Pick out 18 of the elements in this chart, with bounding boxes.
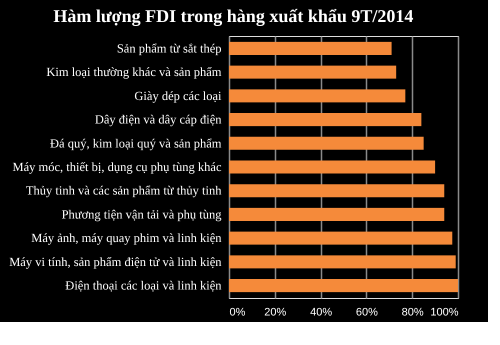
x-tick-label: 60%: [356, 306, 378, 318]
y-tick-label: Máy móc, thiết bị, dụng cụ phụ tùng khác: [12, 160, 222, 174]
x-tick-label: 0%: [230, 306, 246, 318]
x-tick-label: 100%: [430, 306, 459, 318]
x-tick-label: 20%: [264, 306, 287, 318]
y-tick-label: Giày dép các loại: [134, 88, 222, 103]
y-tick-label: Máy ảnh, máy quay phim và linh kiện: [31, 231, 222, 246]
y-tick-label: Sản phẩm từ sắt thép: [116, 41, 222, 56]
y-tick-label: Điện thoại các loại và linh kiện: [65, 278, 222, 293]
x-tick-label: 40%: [310, 306, 332, 318]
y-tick-label: Thủy tinh và các sản phẩm từ thủy tinh: [26, 184, 222, 198]
y-tick-label: Đá quý, kim loại quý và sản phẩm: [50, 136, 222, 150]
y-tick-label: Phương tiện vận tải và phụ tùng: [62, 207, 222, 222]
y-tick-label: Dây điện và dây cáp điện: [94, 112, 222, 127]
y-tick-label: Kim loại thường khác và sản phẩm: [46, 65, 222, 80]
chart-title: Hàm lượng FDI trong hàng xuất khẩu 9T/2014: [53, 6, 414, 26]
y-tick-label: Máy vi tính, sản phẩm điện tử và linh kiện: [9, 254, 222, 269]
x-tick-label: 80%: [402, 306, 424, 318]
